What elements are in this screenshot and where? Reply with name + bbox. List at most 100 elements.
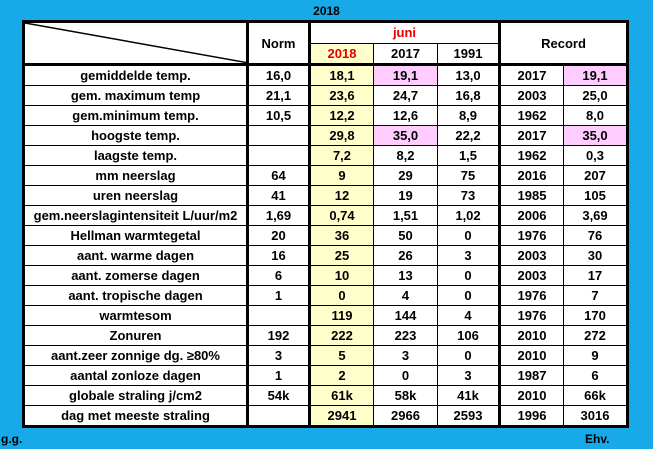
value-2017: 3 (373, 345, 438, 366)
row-label: gemiddelde temp. (23, 64, 249, 86)
table-row: aantal zonloze dagen 1 2 0 3 1987 6 (23, 365, 628, 386)
norm-value: 64 (247, 165, 311, 186)
value-2018: 2941 (309, 405, 374, 427)
table-row: gemiddelde temp. 16,0 18,1 19,1 13,0 2017 19,1 (23, 64, 628, 86)
record-year: 1976 (499, 225, 564, 246)
norm-value (247, 305, 311, 326)
norm-value: 54k (247, 385, 311, 406)
value-2017: 4 (373, 285, 438, 306)
table-row: aant. warme dagen 16 25 26 3 2003 30 (23, 245, 628, 266)
norm-value: 192 (247, 325, 311, 346)
row-label: aant. zomerse dagen (23, 265, 249, 286)
year-header-2017: 2017 (373, 42, 438, 66)
row-label: gem.neerslagintensiteit L/uur/m2 (23, 205, 249, 226)
norm-value: 1 (247, 365, 311, 386)
record-year: 1996 (499, 405, 564, 427)
record-value: 8,0 (563, 105, 628, 126)
row-label: aant. tropische dagen (23, 285, 249, 306)
row-label: dag met meeste straling (23, 405, 249, 427)
row-label: globale straling j/cm2 (23, 385, 249, 406)
value-2018: 0 (309, 285, 374, 306)
record-value: 19,1 (563, 64, 628, 86)
table-row: gem. maximum temp 21,1 23,6 24,7 16,8 2003 25,… (23, 85, 628, 106)
norm-value: 41 (247, 185, 311, 206)
row-label: Hellman warmtegetal (23, 225, 249, 246)
record-year: 2016 (499, 165, 564, 186)
norm-value: 10,5 (247, 105, 311, 126)
norm-value (247, 145, 311, 166)
table-row: aant.zeer zonnige dg. ≥80% 3 5 3 0 2010 9 (23, 345, 628, 366)
norm-header: Norm (247, 21, 311, 66)
record-value: 272 (563, 325, 628, 346)
value-2018: 0,74 (309, 205, 374, 226)
row-label: Zonuren (23, 325, 249, 346)
value-2017: 1,51 (373, 205, 438, 226)
value-2018: 9 (309, 165, 374, 186)
record-value: 35,0 (563, 125, 628, 146)
table-row: Hellman warmtegetal 20 36 50 0 1976 76 (23, 225, 628, 246)
norm-value: 21,1 (247, 85, 311, 106)
value-2017: 13 (373, 265, 438, 286)
value-2017: 2966 (373, 405, 438, 427)
row-label: aant. warme dagen (23, 245, 249, 266)
value-2017: 8,2 (373, 145, 438, 166)
record-year: 1962 (499, 145, 564, 166)
norm-value: 6 (247, 265, 311, 286)
record-year: 2006 (499, 205, 564, 226)
table-row: Zonuren 192 222 223 106 2010 272 (23, 325, 628, 346)
record-value: 66k (563, 385, 628, 406)
record-year: 2010 (499, 345, 564, 366)
value-1991: 16,8 (437, 85, 501, 106)
value-1991: 1,02 (437, 205, 501, 226)
record-year: 1976 (499, 305, 564, 326)
year-title: 2018 (313, 4, 340, 18)
month-header: juni (309, 21, 501, 44)
table-row: uren neerslag 41 12 19 73 1985 105 (23, 185, 628, 206)
record-value: 0,3 (563, 145, 628, 166)
table-row: aant. zomerse dagen 6 10 13 0 2003 17 (23, 265, 628, 286)
footer-right: Ehv. (585, 432, 610, 446)
value-1991: 3 (437, 365, 501, 386)
value-2018: 7,2 (309, 145, 374, 166)
weather-table: Norm juni Record 2018 2017 1991 gemiddel… (22, 20, 629, 428)
value-2018: 222 (309, 325, 374, 346)
value-1991: 0 (437, 265, 501, 286)
value-2017: 0 (373, 365, 438, 386)
record-value: 25,0 (563, 85, 628, 106)
diagonal-line (25, 23, 245, 62)
record-value: 105 (563, 185, 628, 206)
value-1991: 75 (437, 165, 501, 186)
norm-value: 16 (247, 245, 311, 266)
record-year: 2003 (499, 245, 564, 266)
value-1991: 0 (437, 225, 501, 246)
table-row: dag met meeste straling 2941 2966 2593 1996 3… (23, 405, 628, 427)
record-value: 170 (563, 305, 628, 326)
table-row: mm neerslag 64 9 29 75 2016 207 (23, 165, 628, 186)
row-label: warmtesom (23, 305, 249, 326)
record-year: 2010 (499, 385, 564, 406)
norm-value: 1,69 (247, 205, 311, 226)
data-rows: gemiddelde temp. 16,0 18,1 19,1 13,0 2017 19,1… (23, 64, 628, 427)
value-2018: 12 (309, 185, 374, 206)
value-1991: 4 (437, 305, 501, 326)
row-label: gem.minimum temp. (23, 105, 249, 126)
value-2017: 19,1 (373, 64, 438, 86)
record-header: Record (499, 21, 628, 66)
record-year: 1962 (499, 105, 564, 126)
value-2018: 29,8 (309, 125, 374, 146)
table-row: globale straling j/cm2 54k 61k 58k 41k 2010 66… (23, 385, 628, 406)
record-value: 30 (563, 245, 628, 266)
record-value: 9 (563, 345, 628, 366)
value-2017: 50 (373, 225, 438, 246)
value-2018: 12,2 (309, 105, 374, 126)
record-value: 7 (563, 285, 628, 306)
value-2017: 19 (373, 185, 438, 206)
value-1991: 8,9 (437, 105, 501, 126)
norm-value: 3 (247, 345, 311, 366)
record-year: 1987 (499, 365, 564, 386)
table-row: gem.neerslagintensiteit L/uur/m2 1,69 0,74… (23, 205, 628, 226)
value-1991: 0 (437, 285, 501, 306)
norm-value: 16,0 (247, 64, 311, 86)
record-year: 2017 (499, 64, 564, 86)
record-year: 2010 (499, 325, 564, 346)
